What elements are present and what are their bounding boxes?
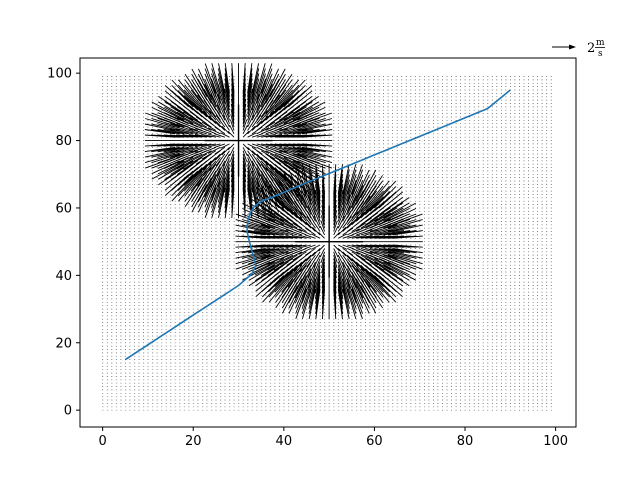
quiver-key-unit-denominator: s (598, 49, 603, 59)
y-axis: 0 20 40 60 80 100 (47, 67, 80, 419)
quiver-key-magnitude: 2 (587, 41, 595, 56)
y-tick-label: 20 (55, 336, 72, 351)
x-axis: 0 20 40 60 80 100 (99, 427, 568, 449)
obstacle-2-axes (295, 205, 364, 278)
trajectory-line (124, 89, 511, 361)
trajectory-layer (124, 89, 511, 361)
x-tick-label: 40 (276, 434, 293, 449)
quiver-key-unit-numerator: m (596, 38, 605, 48)
x-tick-label: 80 (457, 434, 474, 449)
y-tick-label: 40 (55, 269, 72, 284)
y-tick-label: 80 (55, 134, 72, 149)
quiver-key: 2 m s (552, 34, 609, 59)
vector-field (102, 63, 552, 411)
x-tick-label: 0 (99, 434, 107, 449)
x-tick-label: 20 (185, 434, 202, 449)
quiver-key-label: 2 m s (587, 34, 609, 59)
plot-frame (79, 57, 577, 428)
x-tick-label: 100 (543, 434, 568, 449)
y-tick-label: 100 (47, 67, 72, 82)
x-tick-label: 60 (366, 434, 383, 449)
obstacle-1-axes (204, 104, 273, 177)
y-tick-label: 60 (55, 201, 72, 216)
quiver-key-arrowhead (569, 44, 576, 50)
field-arrows-faint (102, 251, 439, 411)
y-tick-label: 0 (64, 404, 72, 419)
